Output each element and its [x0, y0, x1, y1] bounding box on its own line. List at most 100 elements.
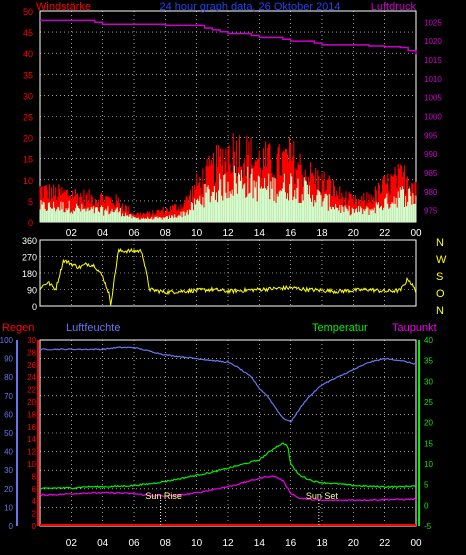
- rain-axis-label: Regen: [2, 322, 34, 334]
- humidity-tick-label: 40: [4, 448, 13, 457]
- rain-tick-label: 14: [27, 435, 36, 444]
- temperature-tick-label: -5: [424, 522, 432, 531]
- pressure-tick-label: 990: [424, 150, 438, 159]
- wind-time-tick-label: 08: [160, 228, 172, 239]
- rain-tick-label: 30: [27, 336, 36, 345]
- wind-time-tick-label: 04: [97, 228, 109, 239]
- temperature-axis-ticks: -5 0 5 10 15 20 25 30 35 40: [418, 336, 433, 531]
- pressure-tick-label: 1010: [424, 75, 442, 84]
- wind-tick-label: 15: [23, 155, 33, 165]
- humidity-tick-label: 90: [4, 355, 13, 364]
- compass-letter: W: [436, 254, 447, 266]
- direction-tick-label: 360: [22, 236, 37, 246]
- rain-tick-label: 8: [32, 472, 37, 481]
- dewpoint-series: [39, 475, 417, 502]
- wind-time-tick-label: 02: [66, 228, 78, 239]
- temperature-tick-label: 35: [424, 357, 433, 366]
- wind-tick-label: 5: [28, 197, 33, 207]
- pressure-tick-label: 1015: [424, 56, 442, 65]
- dewpoint-axis-label: Taupunkt: [392, 322, 437, 334]
- humidity-tick-label: 20: [4, 485, 13, 494]
- compass-letter: N: [436, 305, 444, 317]
- compass-letter: N: [436, 237, 444, 249]
- pressure-axis-ticks: 975 980 985 990 995 1000 1005 1010 1015 1020 1025: [424, 18, 442, 215]
- wind-time-tick-label: 00: [410, 228, 422, 239]
- wind-time-tick-label: 06: [128, 228, 140, 239]
- rain-tick-label: 20: [27, 398, 36, 407]
- wind-tick-label: 0: [28, 218, 33, 228]
- wind-axis-ticks: 0 5 10 15 20 25 30 35 40 45 50: [23, 7, 33, 228]
- temperature-tick-label: 30: [424, 377, 433, 386]
- humidity-series: [39, 346, 417, 423]
- humidity-tick-label: 60: [4, 410, 13, 419]
- wind-tick-label: 45: [23, 28, 33, 38]
- sun-marker-label: Sun Set: [306, 491, 339, 501]
- temperature-axis-label: Temperatur: [312, 322, 368, 334]
- wind-time-tick-label: 12: [222, 228, 234, 239]
- pressure-tick-label: 995: [424, 131, 438, 140]
- sun-annotations: Sun Rise Sun Set: [145, 491, 338, 526]
- pressure-tick-label: 985: [424, 169, 438, 178]
- temperature-tick-label: 25: [424, 398, 433, 407]
- rain-tick-label: 4: [32, 497, 37, 506]
- direction-chart-grid: [40, 240, 416, 306]
- wind-axis-label: Windstärke: [36, 1, 91, 13]
- humidity-tick-label: 0: [9, 522, 14, 531]
- direction-chart-series: [39, 247, 417, 306]
- climate-time-tick-label: 02: [66, 538, 78, 549]
- temperature-series: [39, 442, 417, 490]
- climate-time-tick-label: 04: [97, 538, 109, 549]
- humidity-tick-label: 100: [0, 336, 14, 345]
- wind-chart-series: [39, 19, 417, 222]
- climate-time-tick-label: 16: [285, 538, 297, 549]
- temperature-tick-label: 0: [424, 501, 429, 510]
- wind-time-tick-label: 20: [348, 228, 360, 239]
- climate-time-tick-label: 10: [191, 538, 203, 549]
- rain-tick-label: 10: [27, 460, 36, 469]
- humidity-tick-label: 10: [4, 503, 13, 512]
- pressure-tick-label: 1020: [424, 37, 442, 46]
- wind-time-tick-label: 14: [254, 228, 266, 239]
- wind-tick-label: 10: [23, 176, 33, 186]
- climate-time-tick-label: 06: [128, 538, 140, 549]
- wind-tick-label: 35: [23, 70, 33, 80]
- compass-letter: S: [436, 271, 443, 283]
- wind-tick-label: 50: [23, 7, 33, 17]
- wind-direction-series: [39, 247, 417, 306]
- wind-tick-label: 40: [23, 49, 33, 59]
- humidity-tick-label: 50: [4, 429, 13, 438]
- temperature-tick-label: 5: [424, 481, 429, 490]
- rain-tick-label: 6: [32, 485, 37, 494]
- direction-tick-label: 180: [22, 269, 37, 279]
- rain-tick-label: 2: [32, 510, 37, 519]
- rain-tick-label: 24: [27, 373, 36, 382]
- pressure-tick-label: 980: [424, 188, 438, 197]
- direction-tick-label: 0: [32, 302, 37, 312]
- humidity-tick-label: 70: [4, 392, 13, 401]
- climate-time-tick-label: 20: [348, 538, 360, 549]
- direction-tick-label: 90: [27, 286, 37, 296]
- rain-tick-label: 26: [27, 361, 36, 370]
- rain-tick-label: 12: [27, 448, 36, 457]
- climate-time-tick-label: 12: [222, 538, 234, 549]
- humidity-axis-label: Luftfeuchte: [66, 322, 120, 334]
- rain-tick-label: 22: [27, 386, 36, 395]
- wind-time-axis-ticks: 02 04 06 08 10 12 14 16 18 20 22 00: [66, 228, 422, 239]
- humidity-axis-ticks: 0 10 20 30 40 50 60 70 80 90 100: [0, 336, 18, 531]
- climate-time-tick-label: 18: [316, 538, 328, 549]
- rain-tick-label: 18: [27, 410, 36, 419]
- direction-axis-ticks: 0 90 180 270 360: [22, 236, 37, 312]
- wind-tick-label: 20: [23, 134, 33, 144]
- wind-average-series: [39, 165, 417, 222]
- pressure-tick-label: 1000: [424, 113, 442, 122]
- humidity-tick-label: 80: [4, 373, 13, 382]
- pressure-series: [40, 19, 417, 55]
- climate-time-axis-ticks: 02 04 06 08 10 12 14 16 18 20 22 00: [66, 538, 422, 549]
